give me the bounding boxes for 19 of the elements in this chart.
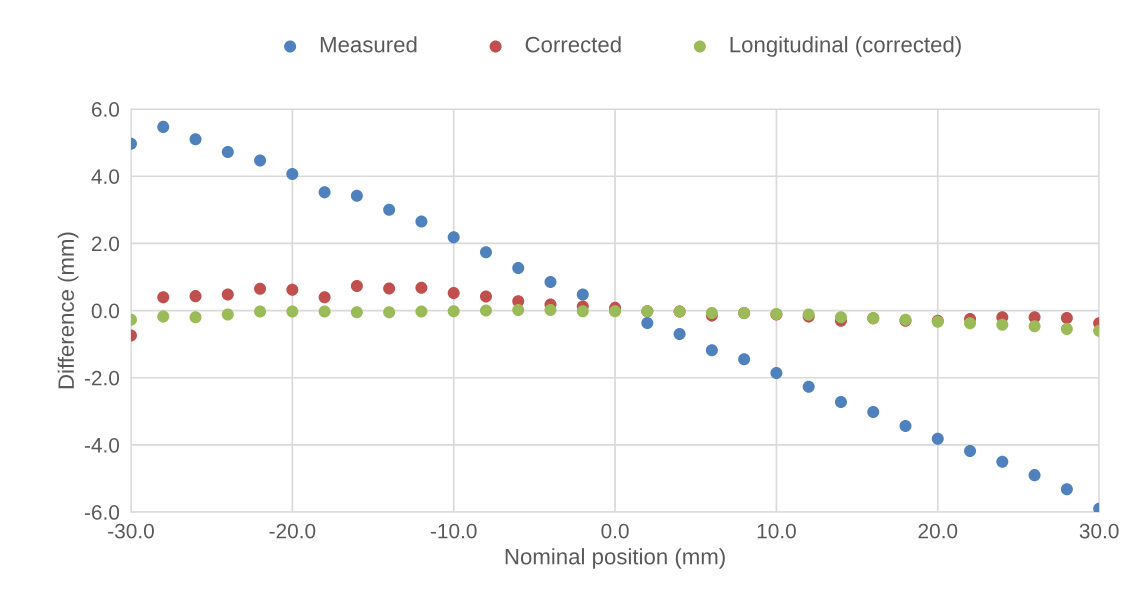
x-tick-label: 30.0 xyxy=(1079,523,1119,539)
y-tick-label: 2.0 xyxy=(91,236,120,252)
y-tick-label: 4.0 xyxy=(91,169,120,184)
x-tick-label: 10.0 xyxy=(757,523,796,539)
x-tick-label: 20.0 xyxy=(918,523,958,539)
y-tick-label: -2.0 xyxy=(84,370,120,386)
x-tick-label: -20.0 xyxy=(269,523,316,539)
y-tick-label: -4.0 xyxy=(84,437,120,453)
y-tick-label: -6.0 xyxy=(84,505,120,520)
legend-label: Longitudinal (corrected) xyxy=(730,36,961,57)
x-axis-title: Nominal position (mm) xyxy=(505,548,725,569)
legend-label: Measured xyxy=(320,36,417,53)
x-tick-label: -10.0 xyxy=(430,523,477,539)
x-tick-label: 0.0 xyxy=(601,523,629,539)
y-axis-title: Difference (mm) xyxy=(57,232,79,389)
legend-label: Corrected xyxy=(525,36,621,53)
y-tick-label: 6.0 xyxy=(91,102,120,117)
x-tick-label: -30.0 xyxy=(108,523,154,539)
y-tick-label: 0.0 xyxy=(91,303,120,319)
